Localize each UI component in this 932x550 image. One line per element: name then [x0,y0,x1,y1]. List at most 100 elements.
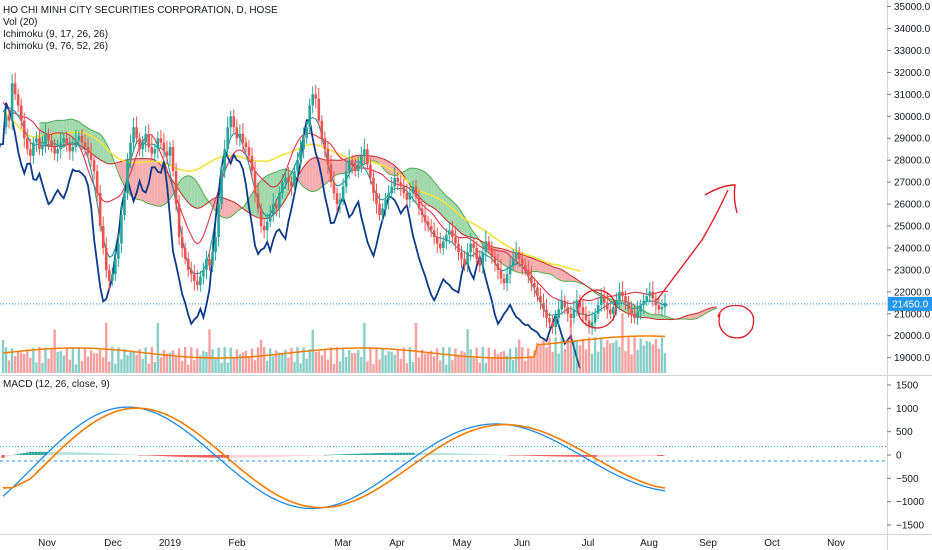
candle-body [645,296,649,301]
macd-histogram-bar [192,455,196,458]
volume-bar [74,364,78,373]
candle-body [196,280,199,286]
volume-bar [284,349,287,373]
volume-bar [98,349,102,373]
volume-bar [454,348,457,373]
candle-body [92,160,96,172]
macd-tick-label: −1500 [896,521,925,532]
candle-body [405,193,409,200]
candle-body [569,313,573,319]
macd-histogram-bar [28,451,32,455]
volume-bar [83,348,87,373]
candle-body [281,182,284,194]
kumo-cloud-segment [543,262,547,274]
volume-bar [138,348,141,373]
candle-body [353,164,357,172]
volume-bar [135,354,138,373]
price-tick-label: 32000.0 [894,68,931,79]
volume-bar [253,360,257,373]
candle-body [596,304,600,314]
macd-histogram-bar [353,453,357,455]
macd-histogram-bar [305,455,309,456]
volume-bar [612,342,615,373]
macd-histogram-bar [526,455,530,456]
volume-bar [581,338,585,373]
macd-histogram-bar [59,451,63,455]
volume-bar [223,347,226,373]
candle-body [648,291,652,297]
volume-bar [475,347,478,373]
volume-bar [53,329,56,373]
volume-bar [144,347,147,373]
macd-histogram-bar [496,454,500,456]
candle-body [156,138,160,150]
candle-body [663,302,667,308]
volume-bar [247,355,251,373]
kumo-cloud-segment [655,314,659,320]
candle-body [220,171,223,205]
candle-body [86,147,90,154]
candle-body [265,221,269,231]
macd-histogram-bar [663,455,667,457]
candle-body [527,269,530,277]
macd-histogram-bar [302,455,306,456]
candle-body [250,155,254,172]
macd-histogram-bar [365,453,369,455]
volume-bar [436,348,439,373]
candle-body [545,309,548,319]
candle-body [132,127,135,143]
candle-body [159,138,163,143]
volume-bar [153,361,157,373]
volume-bar [123,348,126,373]
macd-histogram-bar [44,451,47,455]
candle-body [375,193,378,205]
candle-body [77,136,81,141]
price-tick-label: 35000.0 [894,2,931,13]
volume-bar [505,355,509,373]
volume-bar [439,360,442,373]
macd-histogram-bar [624,455,627,457]
candle-body [80,136,84,143]
kumo-cloud-segment [203,193,207,207]
volume-bar [493,349,497,373]
macd-histogram-bar [484,454,488,455]
price-tick-label: 29000.0 [894,134,931,145]
macd-histogram-bar [539,455,542,457]
macd-histogram-bar [566,455,570,457]
candle-body [466,252,469,266]
volume-bar [68,359,72,373]
macd-histogram-bar [396,452,400,455]
volume-bar [347,350,351,373]
volume-bar [89,350,93,373]
volume-bar [621,313,624,373]
kumo-cloud-segment [428,174,432,207]
kumo-cloud-segment [97,132,101,160]
macd-histogram-bar [25,452,29,455]
kumo-cloud-segment [151,158,155,206]
volume-bar [205,352,208,373]
candle-body [502,278,506,284]
macd-histogram-bar [645,455,649,457]
volume-bar [521,347,524,373]
candle-body [341,186,345,200]
macd-histogram-bar [110,453,114,455]
volume-bar [593,337,597,373]
volume-bar [445,364,448,373]
last-price-badge [888,296,932,311]
macd-histogram-bar [359,453,363,455]
volume-bar [80,361,84,373]
volume-bar [117,347,120,373]
volume-bar [86,356,90,373]
kumo-cloud-segment [315,157,319,192]
candle-body [378,204,381,216]
volume-bar [332,364,336,373]
macd-histogram-bar [472,453,476,455]
kumo-cloud-segment [118,161,122,181]
candle-body [402,186,406,194]
volume-bar [502,350,506,373]
macd-histogram-bar [469,453,473,455]
volume-bar [29,357,32,373]
macd-histogram-bar [83,452,87,455]
candle-body [621,291,624,297]
